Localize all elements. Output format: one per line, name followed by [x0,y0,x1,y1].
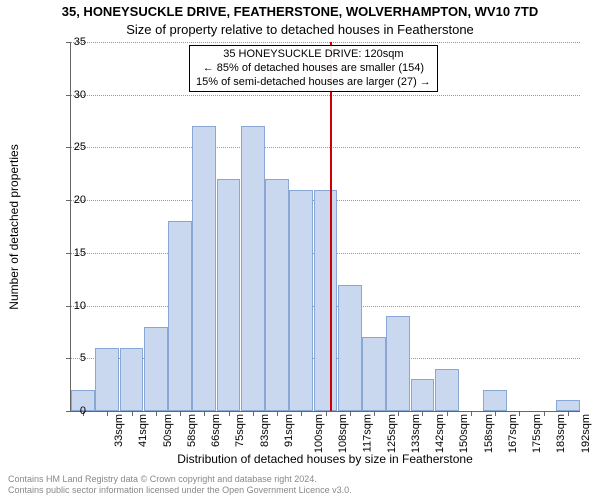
x-tick [374,411,375,416]
y-tick-label: 30 [46,89,86,101]
x-tick [350,411,351,416]
histogram-bar [168,221,192,411]
x-tick-label: 150sqm [459,414,471,453]
x-tick-label: 33sqm [113,414,125,447]
y-axis-title: Number of detached properties [7,144,21,309]
x-tick-label: 50sqm [162,414,174,447]
x-tick-label: 142sqm [434,414,446,453]
histogram-bar [411,379,435,411]
x-tick-label: 117sqm [361,414,373,452]
x-tick [568,411,569,416]
histogram-bar [362,337,386,411]
histogram-bar [483,390,507,411]
x-tick-label: 83sqm [259,414,271,447]
histogram-bar [144,327,168,411]
histogram-bar [192,126,216,411]
y-tick-label: 10 [46,300,86,312]
annotation-line3: 15% of semi-detached houses are larger (… [196,76,431,90]
x-tick-label: 158sqm [483,414,495,453]
x-tick [107,411,108,416]
histogram-bar [556,400,580,411]
x-tick-label: 192sqm [580,414,592,453]
histogram-bar [289,190,313,411]
y-tick-label: 25 [46,141,86,153]
x-tick [398,411,399,416]
plot-area: 33sqm41sqm50sqm58sqm66sqm75sqm83sqm91sqm… [70,42,580,412]
x-tick [544,411,545,416]
x-tick-label: 66sqm [210,414,222,447]
x-tick [132,411,133,416]
footer-line1: Contains HM Land Registry data © Crown c… [8,474,352,485]
x-tick-label: 58sqm [186,414,198,447]
histogram-bar [338,285,362,412]
histogram-bar [95,348,119,411]
x-tick-label: 41sqm [137,414,149,447]
x-tick-label: 108sqm [337,414,349,453]
marker-line [330,42,332,411]
histogram-bar [120,348,144,411]
chart-container: 35, HONEYSUCKLE DRIVE, FEATHERSTONE, WOL… [0,0,600,500]
histogram-bar [386,316,410,411]
x-tick [253,411,254,416]
x-tick-label: 91sqm [283,414,295,447]
x-tick-label: 183sqm [556,414,568,453]
histogram-bar [217,179,241,411]
x-tick [422,411,423,416]
gridline [71,42,580,43]
histogram-bar [314,190,338,411]
x-tick [204,411,205,416]
x-tick-label: 133sqm [410,414,422,453]
gridline [71,147,580,148]
y-tick-label: 0 [46,405,86,417]
x-tick [277,411,278,416]
x-tick [180,411,181,416]
chart-title-line1: 35, HONEYSUCKLE DRIVE, FEATHERSTONE, WOL… [0,4,600,19]
chart-title-line2: Size of property relative to detached ho… [0,22,600,37]
annotation-box: 35 HONEYSUCKLE DRIVE: 120sqm ← 85% of de… [189,45,438,92]
x-tick [519,411,520,416]
x-tick [229,411,230,416]
annotation-line1: 35 HONEYSUCKLE DRIVE: 120sqm [196,48,431,62]
y-tick-label: 35 [46,36,86,48]
x-tick [471,411,472,416]
histogram-bar [265,179,289,411]
annotation-line2: ← 85% of detached houses are smaller (15… [196,62,431,76]
x-tick [326,411,327,416]
y-tick-label: 5 [46,352,86,364]
y-tick-label: 15 [46,247,86,259]
x-tick-label: 125sqm [386,414,398,453]
x-axis-title: Distribution of detached houses by size … [70,452,580,466]
x-tick [495,411,496,416]
gridline [71,95,580,96]
histogram-bar [241,126,265,411]
x-tick-label: 100sqm [313,414,325,453]
x-tick-label: 75sqm [234,414,246,447]
y-tick-label: 20 [46,194,86,206]
footer-line2: Contains public sector information licen… [8,485,352,496]
x-tick-label: 175sqm [531,414,543,453]
x-tick [156,411,157,416]
x-tick [447,411,448,416]
histogram-bar [435,369,459,411]
footer-attribution: Contains HM Land Registry data © Crown c… [8,474,352,496]
x-tick [301,411,302,416]
x-tick-label: 167sqm [507,414,519,453]
